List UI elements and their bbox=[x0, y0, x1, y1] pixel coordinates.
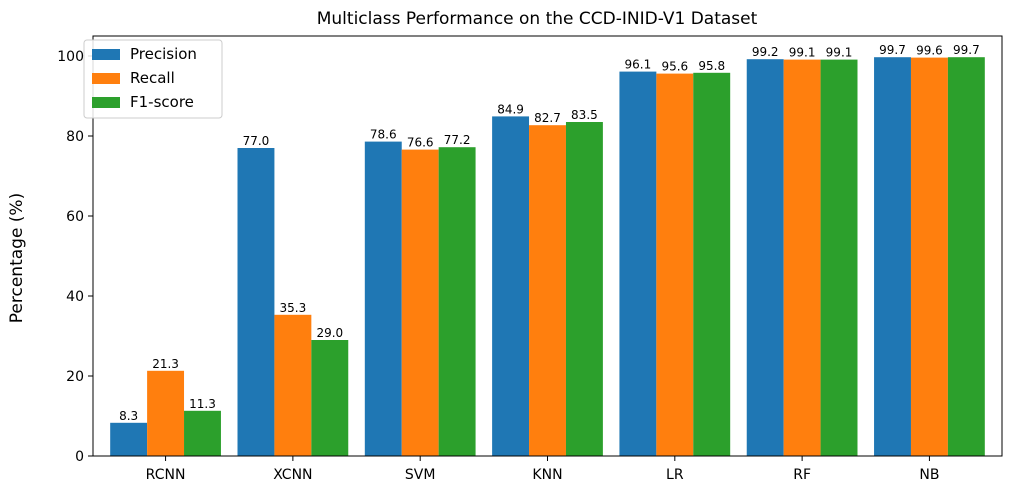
bar-recall-lr bbox=[656, 73, 694, 456]
y-tick-label: 60 bbox=[66, 209, 84, 225]
data-label: 99.1 bbox=[826, 46, 853, 60]
x-tick-label: NB bbox=[919, 467, 939, 483]
bar-recall-rcnn bbox=[147, 370, 185, 456]
bar-recall-svm bbox=[401, 149, 439, 456]
x-tick-label: LR bbox=[666, 467, 684, 483]
plot-frame bbox=[92, 35, 1003, 457]
data-label: 95.8 bbox=[698, 59, 725, 73]
x-tick-label: SVM bbox=[405, 467, 436, 483]
data-label: 83.5 bbox=[571, 108, 598, 122]
y-tick-label: 20 bbox=[66, 369, 84, 385]
data-label: 76.6 bbox=[407, 136, 434, 150]
y-tick-label: 40 bbox=[66, 289, 84, 305]
legend-swatch bbox=[92, 73, 120, 84]
legend-label: Precision bbox=[130, 45, 197, 63]
y-tick-label: 100 bbox=[57, 49, 84, 65]
data-label: 8.3 bbox=[119, 409, 138, 423]
axes-layer: RCNN XCNN SVM KNN LR RF NB 0 20 40 60 80 100 bbox=[57, 35, 1003, 483]
data-label: 99.7 bbox=[879, 43, 906, 57]
legend-label: Recall bbox=[130, 69, 175, 87]
bar-precision-rcnn bbox=[110, 422, 148, 456]
data-label: 77.0 bbox=[243, 134, 270, 148]
bar-recall-rf bbox=[783, 59, 821, 456]
bar-precision-nb bbox=[874, 57, 911, 456]
legend: Precision Recall F1-score bbox=[83, 39, 223, 119]
data-label: 35.3 bbox=[280, 301, 307, 315]
x-tick-label: RCNN bbox=[146, 467, 186, 483]
data-label: 84.9 bbox=[497, 102, 524, 116]
data-label: 96.1 bbox=[625, 58, 652, 72]
data-label: 78.6 bbox=[370, 128, 397, 142]
data-label: 82.7 bbox=[534, 111, 561, 125]
legend-swatch bbox=[92, 49, 120, 60]
bar-f1-score-knn bbox=[565, 122, 603, 456]
data-label: 99.2 bbox=[752, 45, 779, 59]
bar-precision-svm bbox=[364, 141, 402, 456]
bar-f1-score-lr bbox=[693, 72, 731, 457]
bar-precision-rf bbox=[746, 59, 784, 456]
data-label: 77.2 bbox=[444, 133, 471, 147]
data-labels-layer: 8.3 21.3 11.3 77.0 35.3 29.0 78.6 76.6 77.2 84.9 8… bbox=[119, 43, 980, 423]
bar-precision-xcnn bbox=[237, 148, 275, 456]
data-label: 99.1 bbox=[789, 46, 816, 60]
bars-layer bbox=[110, 57, 985, 457]
data-label: 99.7 bbox=[953, 43, 980, 57]
bar-f1-score-rf bbox=[820, 59, 858, 456]
data-label: 99.6 bbox=[916, 44, 943, 58]
bar-recall-nb bbox=[910, 57, 948, 456]
data-label: 29.0 bbox=[316, 326, 343, 340]
legend-swatch bbox=[92, 97, 120, 108]
bar-f1-score-nb bbox=[947, 57, 985, 456]
y-axis-title: Percentage (%) bbox=[7, 193, 27, 323]
bar-f1-score-svm bbox=[438, 147, 476, 456]
y-tick-label: 0 bbox=[75, 449, 84, 465]
chart-title: Multiclass Performance on the CCD-INID-V… bbox=[317, 9, 758, 29]
bar-precision-lr bbox=[619, 71, 657, 456]
bar-precision-knn bbox=[492, 116, 530, 457]
x-tick-label: KNN bbox=[532, 467, 562, 483]
bar-f1-score-rcnn bbox=[184, 410, 221, 456]
bar-recall-knn bbox=[529, 125, 566, 456]
data-label: 95.6 bbox=[661, 60, 688, 74]
x-tick-label: RF bbox=[793, 467, 811, 483]
bar-recall-xcnn bbox=[274, 314, 312, 456]
data-label: 11.3 bbox=[189, 397, 216, 411]
legend-label: F1-score bbox=[130, 93, 194, 111]
y-tick-label: 80 bbox=[66, 129, 84, 145]
bar-f1-score-xcnn bbox=[311, 340, 349, 456]
data-label: 21.3 bbox=[152, 357, 179, 371]
x-tick-label: XCNN bbox=[273, 467, 312, 483]
